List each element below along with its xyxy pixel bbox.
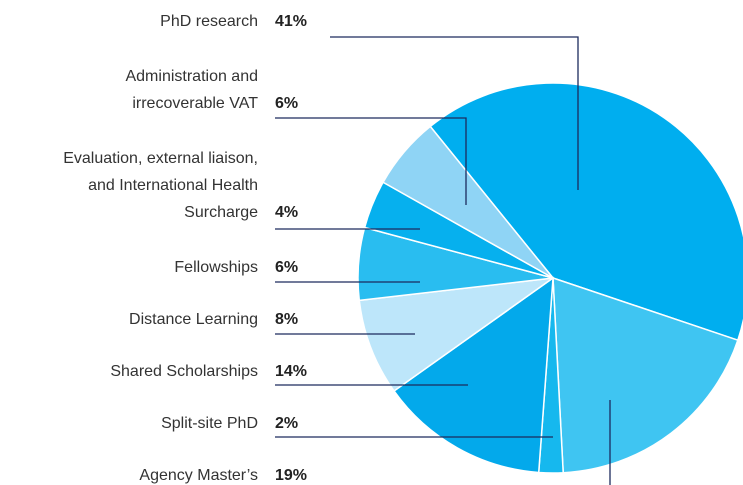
value-label: 41%	[275, 13, 307, 30]
pie-slice	[358, 277, 554, 393]
slice-label: Fellowships	[174, 259, 258, 276]
pie-slice	[382, 125, 554, 279]
leader-line	[275, 117, 467, 205]
slice-label: Distance Learning	[129, 311, 258, 328]
slice-label: Administration and	[125, 68, 258, 85]
value-label: 4%	[275, 204, 298, 221]
leader-line	[330, 36, 579, 190]
value-label: 8%	[275, 311, 298, 328]
slice-label: and International Health	[88, 177, 258, 194]
value-label: 6%	[275, 259, 298, 276]
value-label: 6%	[275, 95, 298, 112]
pie-slice	[429, 82, 743, 342]
slice-label: Evaluation, external liaison,	[63, 150, 258, 167]
slice-label: Agency Master’s	[139, 467, 258, 484]
slice-label: Split-site PhD	[161, 415, 258, 432]
value-label: 19%	[275, 467, 307, 484]
slice-label: Surcharge	[184, 204, 258, 221]
slice-label: PhD research	[160, 13, 258, 30]
value-label: 2%	[275, 415, 298, 432]
slice-label: Shared Scholarships	[110, 363, 258, 380]
pie-slice	[393, 276, 554, 474]
slice-label: irrecoverable VAT	[132, 95, 258, 112]
value-label: 14%	[275, 363, 307, 380]
pie-slice	[552, 276, 739, 474]
